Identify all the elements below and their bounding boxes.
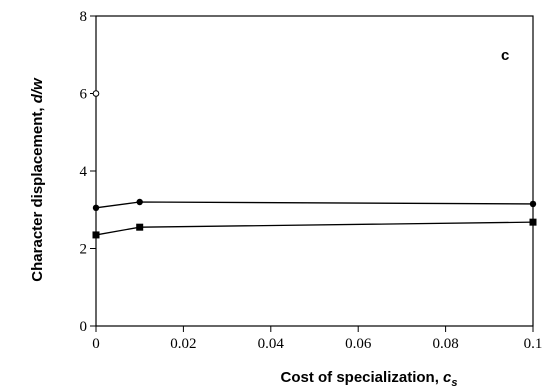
y-tick-label: 6	[80, 87, 88, 103]
x-tick-label: 0	[92, 336, 100, 352]
x-axis-ticks: 0 0.02 0.04 0.06 0.08 0.1	[92, 326, 542, 352]
y-axis-label: Character displacement, d/w	[29, 77, 46, 282]
x-tick-label: 0.04	[258, 336, 285, 352]
x-axis-label-text: Cost of specialization,	[281, 369, 444, 386]
y-tick-label: 8	[80, 9, 88, 25]
data-point-square	[136, 223, 144, 231]
series-1-line	[95, 201, 534, 209]
series-2	[92, 218, 537, 239]
data-point-circle	[529, 200, 537, 208]
x-tick-label: 0.08	[432, 336, 458, 352]
x-axis-label-sub: s	[451, 377, 457, 388]
x-tick-label: 0.06	[345, 336, 372, 352]
series-2-line	[95, 221, 534, 236]
x-tick-label: 0.1	[524, 336, 543, 352]
data-point-circle	[92, 204, 100, 212]
y-axis-ticks: 0 2 4 6 8	[80, 9, 96, 335]
series-3	[92, 90, 100, 97]
y-tick-label: 0	[80, 319, 88, 335]
y-tick-label: 4	[80, 164, 88, 180]
x-tick-label: 0.02	[170, 336, 196, 352]
y-tick-label: 2	[80, 242, 88, 258]
series-layer	[92, 90, 537, 239]
plot-frame	[95, 15, 534, 327]
data-point-square	[92, 231, 100, 239]
plot-area-border	[95, 15, 534, 327]
y-axis-label-text: Character displacement,	[29, 103, 46, 281]
data-point-circle	[136, 198, 143, 206]
y-axis-label-var: d/w	[29, 77, 46, 103]
x-axis-label-var: c	[443, 369, 452, 386]
data-point-open-circle	[92, 90, 100, 97]
series-1	[92, 198, 537, 212]
data-point-square	[529, 218, 537, 226]
x-axis-label: Cost of specialization, cs	[281, 369, 458, 388]
panel-label: c	[501, 47, 509, 64]
